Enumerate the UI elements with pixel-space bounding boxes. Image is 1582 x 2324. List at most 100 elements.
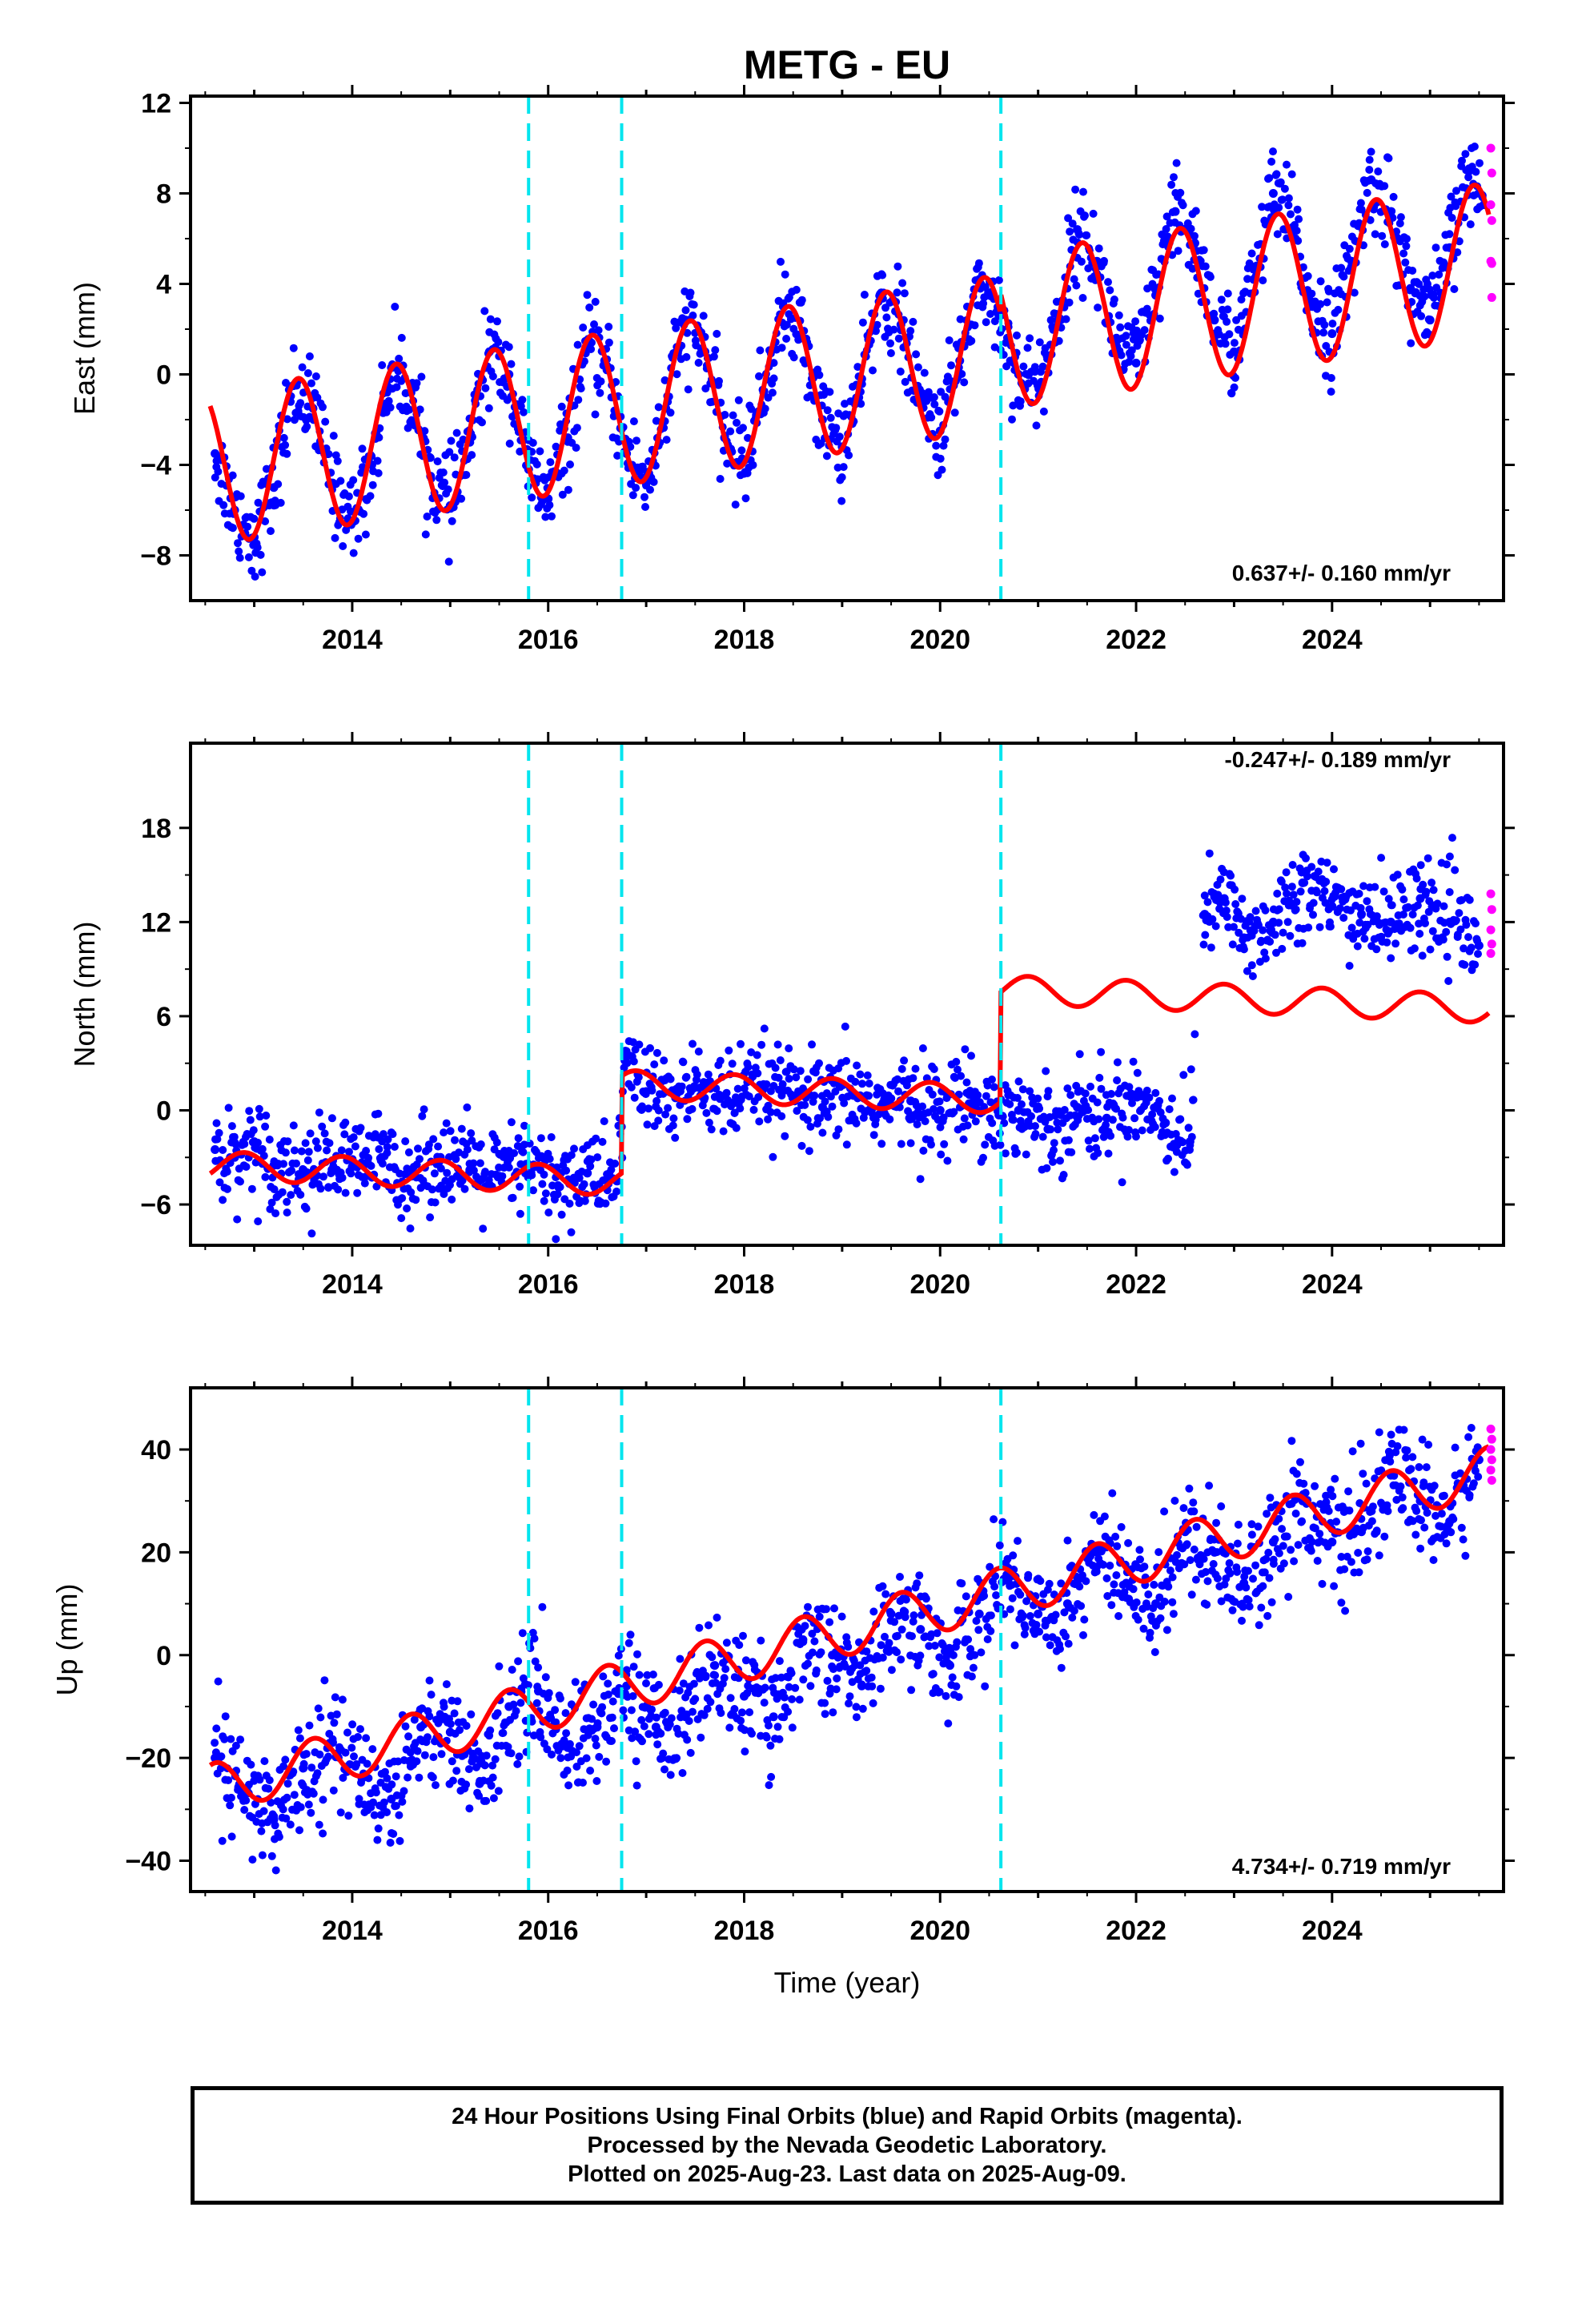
y-tick-label: −4 — [140, 450, 171, 480]
x-tick-label: 2024 — [1302, 1916, 1363, 1946]
rapid-orbit-point — [1487, 168, 1496, 178]
final-orbit-point — [1406, 283, 1415, 293]
rapid-orbit-point — [1486, 1445, 1496, 1454]
final-orbit-point — [974, 1609, 984, 1618]
rapid-orbits-east — [1486, 143, 1496, 302]
y-tick-label: 8 — [156, 179, 171, 209]
rapid-orbit-point — [1486, 889, 1496, 899]
final-orbit-point — [377, 1152, 387, 1162]
final-orbit-point — [465, 1165, 475, 1175]
final-orbit-point — [563, 1743, 572, 1752]
final-orbit-point — [1445, 917, 1455, 927]
rapid-orbit-point — [1487, 259, 1496, 268]
final-orbit-point — [651, 1723, 661, 1732]
final-orbit-point — [1161, 1118, 1170, 1128]
panel-frame-north — [189, 742, 1505, 1247]
final-orbit-point — [1445, 1517, 1455, 1526]
x-tick-label: 2018 — [714, 1916, 775, 1946]
final-orbit-point — [1073, 225, 1082, 235]
final-orbit-point — [1122, 1578, 1131, 1588]
final-orbit-point — [798, 1635, 808, 1644]
rapid-orbit-point — [1487, 1434, 1496, 1444]
final-orbit-point — [1357, 1527, 1367, 1537]
x-tick-label: 2016 — [518, 625, 579, 655]
final-orbit-point — [1034, 1609, 1043, 1618]
final-orbit-point — [1034, 381, 1043, 391]
model-curve-up — [208, 1444, 1490, 1803]
panel-frame-east — [189, 94, 1505, 602]
final-orbit-point — [916, 1625, 926, 1634]
final-orbit-point — [1170, 207, 1180, 216]
rapid-orbit-point — [1487, 1455, 1496, 1465]
y-tick-label: −8 — [140, 541, 171, 571]
y-tick-label: −20 — [125, 1743, 171, 1774]
rate-text-north: -0.247+/- 0.189 mm/yr — [1224, 747, 1451, 772]
final-orbit-point — [1229, 347, 1239, 356]
final-orbit-point — [1014, 1105, 1023, 1115]
final-orbit-point — [583, 1168, 592, 1178]
final-orbit-point — [906, 1096, 916, 1106]
panel-up: −40 −20 0 20 40 2014 2016 2018 2020 2022 2024 Up (m… — [50, 1377, 1515, 1946]
plot-area-east — [207, 143, 1496, 581]
x-tick-label: 2020 — [909, 1269, 970, 1300]
rapid-orbit-point — [1487, 215, 1496, 225]
final-orbit-point — [935, 1105, 945, 1115]
final-orbit-point — [347, 1162, 357, 1172]
final-orbit-point — [475, 1779, 484, 1788]
rapid-orbit-point — [1487, 939, 1496, 949]
rapid-orbit-point — [1486, 1424, 1496, 1433]
rapid-orbit-point — [1487, 1476, 1496, 1486]
plot-area-north — [208, 834, 1496, 1244]
y-tick-label: 12 — [141, 88, 171, 119]
model-curve-east — [207, 183, 1492, 542]
x-tick-label: 2014 — [322, 1916, 383, 1946]
y-tick-label: 4 — [156, 269, 171, 300]
final-orbit-point — [445, 1727, 455, 1737]
final-orbit-point — [1474, 941, 1484, 951]
panel-north: −6 0 6 12 18 2014 2016 2018 2020 2022 2024 North (m… — [68, 732, 1515, 1300]
y-axis-label-east: East (mm) — [68, 282, 101, 415]
final-orbit-point — [886, 1609, 896, 1618]
final-orbit-point — [1307, 302, 1317, 312]
final-orbit-point — [1073, 1103, 1082, 1112]
x-tick-label: 2022 — [1106, 1916, 1166, 1946]
footer-line-1: 24 Hour Positions Using Final Orbits (bl… — [452, 2104, 1243, 2129]
x-tick-label: 2016 — [518, 1916, 579, 1946]
final-orbit-point — [1425, 316, 1435, 325]
final-orbit-point — [592, 1723, 602, 1732]
final-orbit-point — [641, 1087, 651, 1096]
y-tick-label: 20 — [141, 1538, 171, 1568]
final-orbit-point — [1268, 917, 1278, 927]
x-tick-label: 2022 — [1106, 1269, 1166, 1300]
rapid-orbit-point — [1487, 905, 1496, 915]
final-orbit-point — [1367, 175, 1376, 185]
final-orbit-point — [1239, 933, 1249, 943]
y-tick-label: −40 — [125, 1846, 171, 1876]
final-orbit-point — [211, 1753, 220, 1763]
final-orbit-point — [504, 1702, 514, 1711]
final-orbit-point — [269, 483, 279, 493]
final-orbit-point — [1131, 358, 1141, 368]
y-tick-label: 18 — [141, 814, 171, 844]
y-tick-label: 6 — [156, 1002, 171, 1032]
final-orbit-point — [1268, 188, 1278, 198]
y-tick-label: −6 — [140, 1190, 171, 1220]
final-orbit-point — [1043, 1124, 1053, 1134]
x-tick-label: 2020 — [909, 1916, 970, 1946]
final-orbit-point — [1327, 1538, 1337, 1547]
final-orbit-point — [1386, 917, 1395, 927]
final-orbit-point — [416, 1723, 426, 1732]
footer-line-2: Processed by the Nevada Geodetic Laborat… — [587, 2133, 1107, 2158]
y-tick-label: 40 — [141, 1435, 171, 1466]
y-tick-label: 0 — [156, 360, 171, 390]
final-orbit-point — [769, 1712, 778, 1722]
plot-area-up — [208, 1424, 1496, 1875]
final-orbit-point — [1200, 910, 1210, 919]
model-curve-north — [208, 974, 1491, 1197]
final-orbit-point — [1102, 1113, 1111, 1123]
rate-text-east: 0.637+/- 0.160 mm/yr — [1232, 561, 1451, 585]
x-axis-label: Time (year) — [774, 1966, 921, 1999]
rate-text-up: 4.734+/- 0.719 mm/yr — [1232, 1854, 1451, 1879]
x-tick-label: 2018 — [714, 625, 775, 655]
rapid-orbit-point — [1486, 1466, 1496, 1475]
